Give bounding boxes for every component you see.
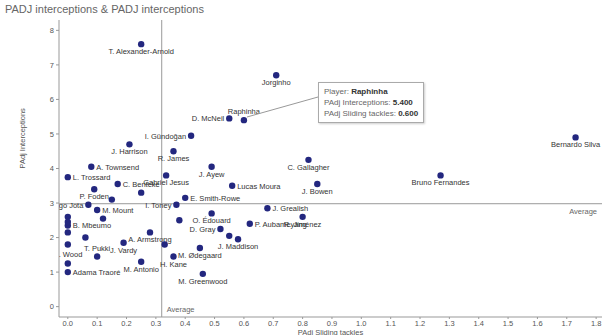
svg-text:1: 1 bbox=[50, 268, 54, 277]
svg-text:1.8: 1.8 bbox=[591, 319, 601, 328]
svg-text:T. Alexander-Arnold: T. Alexander-Arnold bbox=[108, 47, 173, 56]
svg-text:C. Wood: C. Wood bbox=[59, 250, 82, 259]
svg-text:5: 5 bbox=[50, 130, 54, 139]
svg-text:PAdj Sliding tackles: PAdj Sliding tackles bbox=[298, 328, 364, 335]
svg-text:A. Townsend: A. Townsend bbox=[96, 163, 139, 172]
svg-text:4: 4 bbox=[50, 164, 54, 173]
svg-text:3: 3 bbox=[50, 199, 54, 208]
svg-text:M. Ødegaard: M. Ødegaard bbox=[178, 251, 222, 260]
svg-text:0.3: 0.3 bbox=[151, 319, 161, 328]
svg-text:0.7: 0.7 bbox=[268, 319, 278, 328]
svg-text:0.8: 0.8 bbox=[297, 319, 307, 328]
svg-text:0.5: 0.5 bbox=[209, 319, 219, 328]
svg-text:0.0: 0.0 bbox=[63, 319, 73, 328]
svg-text:M. Antonio: M. Antonio bbox=[123, 265, 158, 274]
svg-text:Average: Average bbox=[569, 207, 597, 216]
svg-text:0.1: 0.1 bbox=[92, 319, 102, 328]
svg-text:C. Benteke: C. Benteke bbox=[122, 180, 160, 189]
svg-text:Diogo Jota: Diogo Jota bbox=[59, 201, 84, 210]
svg-text:Average: Average bbox=[167, 305, 195, 314]
html-text:Player: Raphinha: Player: Raphinha bbox=[324, 87, 388, 96]
svg-text:C. Gallagher: C. Gallagher bbox=[287, 163, 330, 172]
svg-text:0.9: 0.9 bbox=[327, 319, 337, 328]
svg-text:1.2: 1.2 bbox=[415, 319, 425, 328]
html-text:PAdj Sliding tackles: 0.600: PAdj Sliding tackles: 0.600 bbox=[324, 109, 419, 118]
svg-text:R. Jiménez: R. Jiménez bbox=[284, 220, 322, 229]
svg-text:R. James: R. James bbox=[158, 154, 190, 163]
svg-text:1.3: 1.3 bbox=[444, 319, 454, 328]
svg-text:J. Ayew: J. Ayew bbox=[199, 170, 225, 179]
svg-text:7: 7 bbox=[50, 61, 54, 70]
svg-text:A. Armstrong: A. Armstrong bbox=[128, 235, 172, 245]
svg-text:T. Pukki: T. Pukki bbox=[84, 244, 111, 253]
svg-text:1.5: 1.5 bbox=[503, 319, 513, 328]
svg-text:Lucas Moura: Lucas Moura bbox=[237, 182, 281, 191]
svg-text:1.1: 1.1 bbox=[385, 319, 395, 328]
svg-text:J. Bowen: J. Bowen bbox=[302, 187, 333, 196]
svg-text:2: 2 bbox=[50, 233, 54, 242]
svg-text:M. Greenwood: M. Greenwood bbox=[178, 277, 227, 286]
svg-text:J. Vardy: J. Vardy bbox=[110, 246, 137, 255]
svg-text:0.2: 0.2 bbox=[121, 319, 131, 328]
svg-text:D. McNeil: D. McNeil bbox=[192, 114, 225, 123]
html-text:PAdj Interceptions: 5.400: PAdj Interceptions: 5.400 bbox=[324, 98, 413, 107]
svg-text:0.6: 0.6 bbox=[239, 319, 249, 328]
svg-text:I. Toney: I. Toney bbox=[145, 201, 171, 210]
svg-text:0.4: 0.4 bbox=[180, 319, 190, 328]
svg-text:Adama Traoré: Adama Traoré bbox=[73, 268, 121, 277]
svg-text:1.7: 1.7 bbox=[562, 319, 572, 328]
svg-text:1.4: 1.4 bbox=[474, 319, 484, 328]
svg-text:O. Édouard: O. Édouard bbox=[192, 216, 230, 225]
svg-text:L. Trossard: L. Trossard bbox=[73, 173, 111, 182]
svg-text:Gabriel Jesus: Gabriel Jesus bbox=[143, 178, 189, 187]
svg-text:6: 6 bbox=[50, 95, 54, 104]
svg-text:D. Gray: D. Gray bbox=[190, 225, 216, 234]
svg-text:H. Kane: H. Kane bbox=[160, 260, 187, 269]
svg-text:M. Mount: M. Mount bbox=[102, 206, 134, 215]
svg-text:I. Gündoğan: I. Gündoğan bbox=[145, 132, 186, 141]
svg-text:Bruno Fernandes: Bruno Fernandes bbox=[412, 178, 470, 187]
svg-text:Jorginho: Jorginho bbox=[262, 78, 291, 87]
svg-text:Bernardo Silva: Bernardo Silva bbox=[551, 140, 601, 149]
svg-text:PAdj Interceptions: PAdj Interceptions bbox=[18, 108, 27, 169]
svg-text:8: 8 bbox=[50, 26, 54, 35]
svg-text:0: 0 bbox=[50, 302, 54, 311]
svg-text:Raphinha: Raphinha bbox=[228, 107, 261, 116]
svg-text:B. Mbeumo: B. Mbeumo bbox=[73, 221, 111, 230]
html-text:PADJ interceptions & PADJ inte: PADJ interceptions & PADJ interceptions bbox=[5, 3, 204, 15]
svg-text:J. Harrison: J. Harrison bbox=[111, 147, 147, 156]
svg-text:J. Maddison: J. Maddison bbox=[218, 242, 258, 251]
svg-text:E. Smith-Rowe: E. Smith-Rowe bbox=[190, 194, 240, 203]
svg-text:1.6: 1.6 bbox=[532, 319, 542, 328]
svg-text:J. Grealish: J. Grealish bbox=[272, 204, 308, 213]
svg-text:P. Foden: P. Foden bbox=[79, 192, 108, 201]
svg-text:1.0: 1.0 bbox=[356, 319, 366, 328]
svg-text:P. Aubameyang: P. Aubameyang bbox=[254, 219, 307, 229]
